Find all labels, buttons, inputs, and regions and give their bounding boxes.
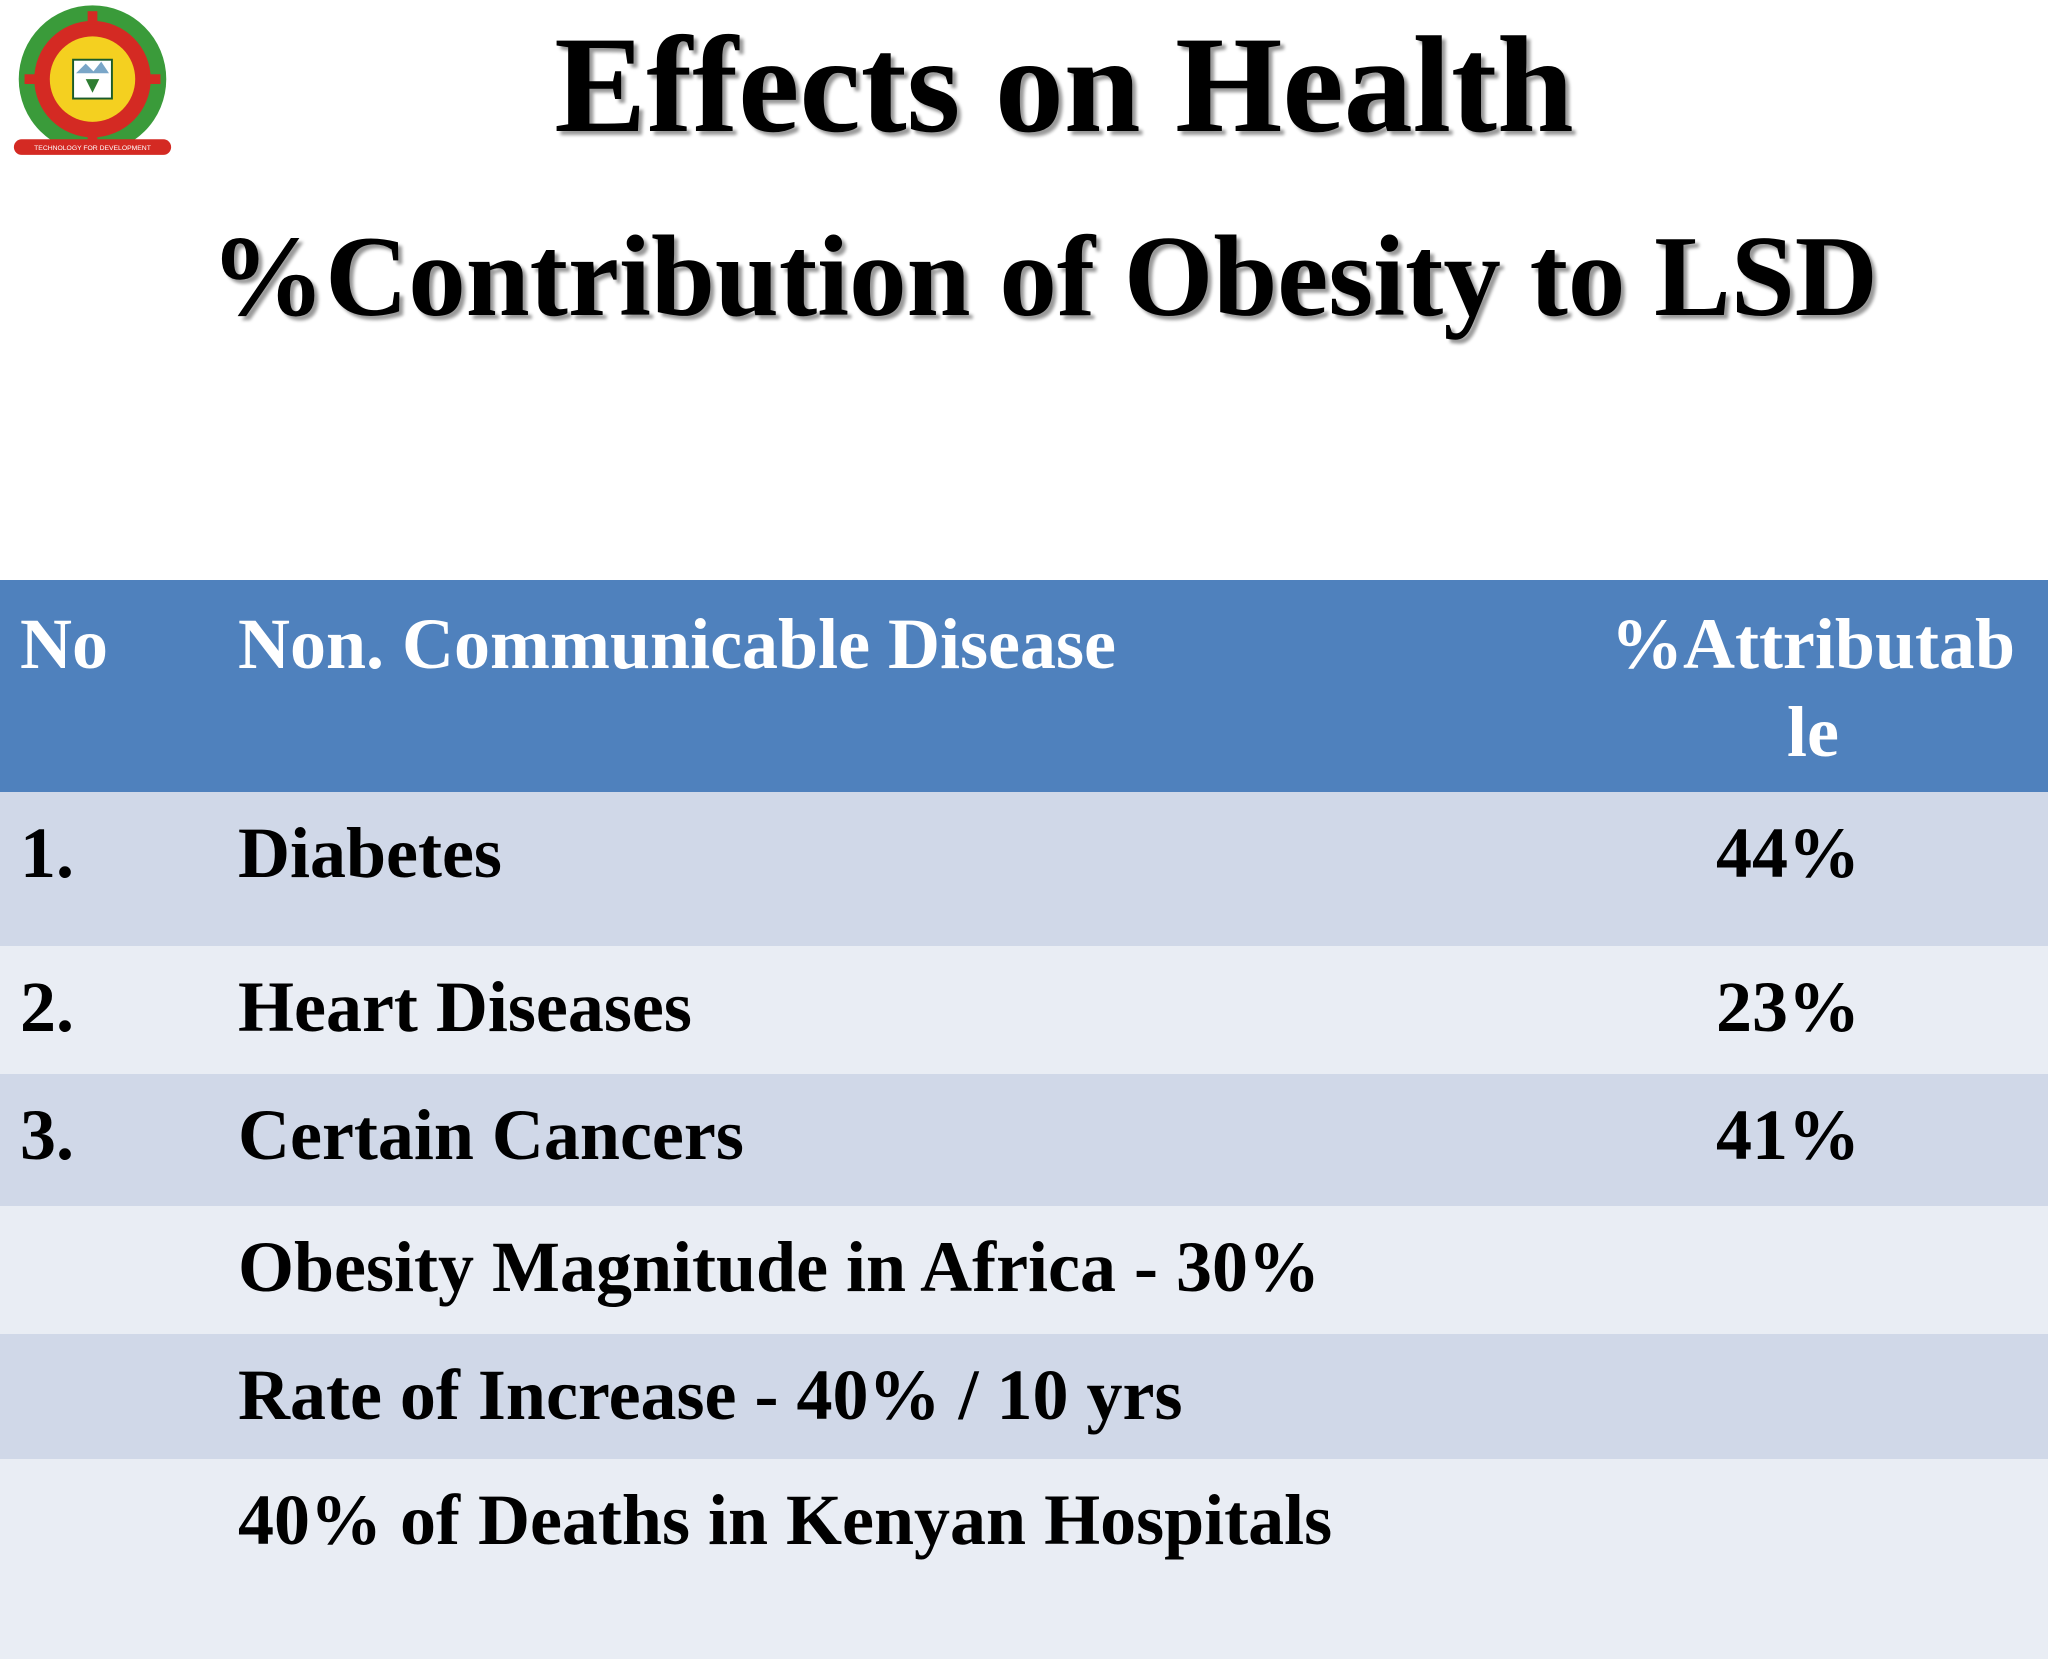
row-disease: Certain Cancers	[238, 1095, 744, 1175]
table-row: 2. Heart Diseases 23%	[0, 946, 2048, 1074]
row-number: 1.	[20, 813, 74, 893]
row-number: 3.	[20, 1095, 74, 1175]
row-attributable	[1568, 1334, 2048, 1459]
header-no: No	[20, 604, 108, 684]
row-note: Obesity Magnitude in Africa - 30%	[238, 1227, 1320, 1307]
table-row: 3. Certain Cancers 41%	[0, 1074, 2048, 1206]
row-attributable: 41%	[1716, 1095, 1860, 1175]
table-row: 40% of Deaths in Kenyan Hospitals	[0, 1459, 2048, 1659]
row-attributable: 44%	[1716, 813, 1860, 893]
row-note: Rate of Increase - 40% / 10 yrs	[238, 1355, 1183, 1435]
header-attributable: %Attributable	[1610, 604, 2015, 772]
university-logo: TECHNOLOGY FOR DEVELOPMENT	[13, 5, 172, 155]
row-attributable	[1568, 1459, 2048, 1659]
row-number	[0, 1459, 238, 1659]
table-header-row: No Non. Communicable Disease %Attributab…	[0, 580, 2048, 792]
page-subtitle: %Contribution of Obesity to LSD	[210, 213, 1878, 340]
row-attributable: 23%	[1716, 967, 1860, 1047]
table-row: 1. Diabetes 44%	[0, 792, 2048, 946]
row-disease: Heart Diseases	[238, 967, 692, 1047]
row-number: 2.	[20, 967, 74, 1047]
row-number	[0, 1206, 238, 1334]
table-row: Obesity Magnitude in Africa - 30%	[0, 1206, 2048, 1334]
row-number	[0, 1334, 238, 1459]
row-attributable	[1568, 1206, 2048, 1334]
ncd-table: No Non. Communicable Disease %Attributab…	[0, 580, 2048, 1659]
page-title: Effects on Health	[554, 8, 1574, 161]
table-row: Rate of Increase - 40% / 10 yrs	[0, 1334, 2048, 1459]
row-disease: Diabetes	[238, 813, 502, 893]
row-note: 40% of Deaths in Kenyan Hospitals	[238, 1480, 1333, 1560]
header-disease: Non. Communicable Disease	[238, 604, 1116, 684]
logo-motto: TECHNOLOGY FOR DEVELOPMENT	[34, 145, 151, 152]
